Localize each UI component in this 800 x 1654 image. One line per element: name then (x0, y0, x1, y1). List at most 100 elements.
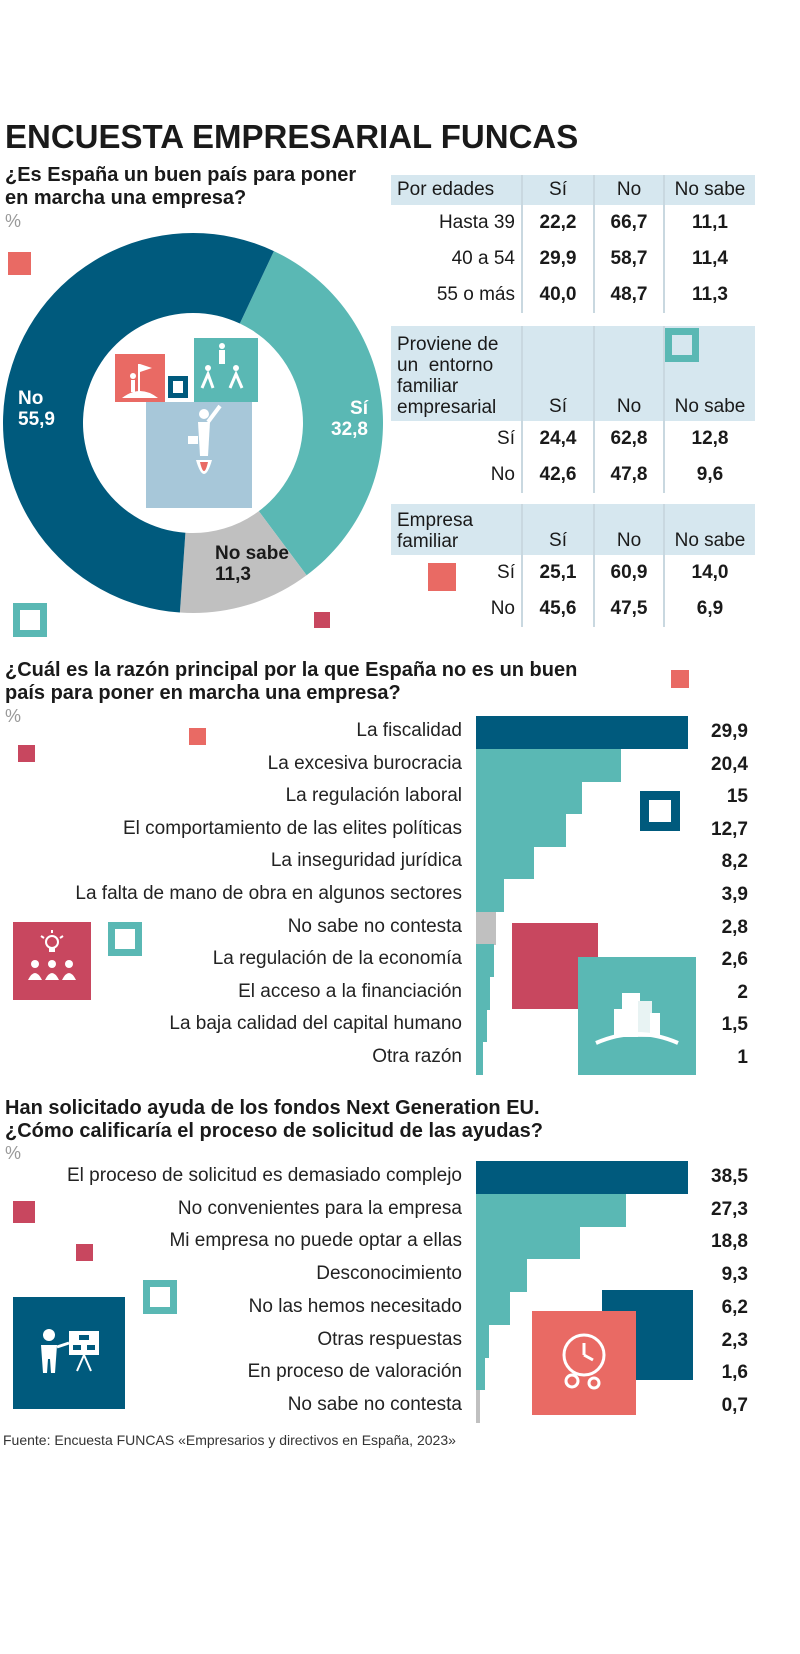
row-label: No (389, 591, 522, 627)
donut-label-si-value: 32,8 (331, 419, 368, 440)
bar (476, 1324, 489, 1358)
table-header-title: Empresa familiar (389, 504, 522, 555)
table-title-line: Proviene de (397, 334, 499, 355)
table-entorno-familiar: Proviene de un entorno familiar empresar… (389, 326, 755, 493)
deco-square (671, 670, 689, 688)
table-title-line: familiar (397, 376, 459, 397)
bar-value: 2,6 (721, 949, 748, 971)
cell-value: 22,2 (521, 205, 594, 241)
deco-square-outline (108, 922, 142, 956)
deco-square-outline (143, 1280, 177, 1314)
table-por-edades: Por edades Sí No No sabe Hasta 39 22,2 6… (389, 175, 755, 313)
bar-label: La inseguridad jurídica (270, 850, 462, 872)
cell-value: 14,0 (663, 555, 755, 591)
bar-label: Otras respuestas (317, 1328, 462, 1350)
cell-value: 66,7 (593, 205, 664, 241)
clock-gears-icon (532, 1311, 636, 1415)
bar (476, 1193, 627, 1227)
cell-value: 24,4 (521, 421, 594, 457)
bar-value: 27,3 (711, 1198, 748, 1220)
bar-label: No las hemos necesitado (248, 1295, 462, 1317)
bar-label: La fiscalidad (356, 720, 462, 741)
deco-square (18, 745, 35, 762)
deco-square-outline (13, 603, 47, 637)
bar (476, 1259, 528, 1293)
bar-value: 15 (726, 786, 748, 808)
bar2-question: Han solicitado ayuda de los fondos Next … (5, 1097, 665, 1143)
cell-value: 48,7 (593, 277, 664, 313)
bar-value: 2,8 (721, 916, 748, 938)
cell-value: 11,4 (663, 241, 755, 277)
cell-value: 25,1 (521, 555, 594, 591)
bar-label: No sabe no contesta (287, 915, 462, 937)
table-header-col: Sí (521, 326, 594, 421)
bar-value: 9,3 (721, 1264, 748, 1286)
donut-chart (3, 233, 384, 613)
bar2-question-line: Han solicitado ayuda de los fondos Next … (5, 1097, 540, 1119)
bar-label: Otra razón (372, 1046, 462, 1067)
cell-value: 58,7 (593, 241, 664, 277)
bar (476, 1291, 511, 1325)
deco-square (13, 1201, 35, 1223)
bar (476, 1009, 487, 1043)
presentation-icon (13, 1297, 125, 1409)
row-label: Sí (389, 421, 522, 457)
donut-slice-no-sabe (179, 511, 307, 613)
table-header-col: No (593, 326, 664, 421)
bar (476, 813, 567, 847)
donut-label-no-name: No (18, 388, 44, 409)
cell-value: 47,5 (593, 591, 664, 627)
table-row: Sí 24,4 62,8 12,8 (389, 421, 755, 457)
bar-label: La regulación laboral (285, 785, 462, 807)
bar (476, 944, 495, 978)
donut-question: ¿Es España un buen país para poner en ma… (5, 164, 365, 210)
bar (476, 879, 504, 912)
bar-value: 2,3 (721, 1329, 748, 1351)
bar-label: En proceso de valoración (247, 1361, 462, 1383)
row-label: No (389, 457, 522, 493)
cell-value: 40,0 (521, 277, 594, 313)
bar-label: Mi empresa no puede optar a ellas (169, 1230, 462, 1252)
bar-value: 18,8 (711, 1231, 748, 1253)
donut-label-no: No 55,9 (18, 388, 55, 430)
cell-value: 9,6 (663, 457, 755, 493)
row-label: 40 a 54 (389, 241, 522, 277)
donut-label-si: Sí 32,8 (318, 398, 368, 440)
bar-value: 29,9 (711, 721, 748, 742)
table-title-line: empresarial (397, 397, 497, 418)
bar (476, 748, 621, 782)
cell-value: 47,8 (593, 457, 664, 493)
row-label: Sí (389, 555, 522, 591)
table-header-title: Proviene de un entorno familiar empresar… (389, 326, 522, 421)
table-row: Hasta 39 22,2 66,7 11,1 (389, 205, 755, 241)
table-empresa-familiar: Empresa familiar Sí No No sabe Sí 25,1 6… (389, 504, 755, 627)
table-row: 40 a 54 29,9 58,7 11,4 (389, 241, 755, 277)
table-title-line: familiar (397, 531, 459, 552)
deco-square (76, 1244, 93, 1261)
bar-value: 8,2 (721, 851, 748, 873)
bar (476, 1042, 484, 1075)
bar (476, 716, 688, 749)
deco-square (8, 252, 31, 275)
bar (476, 976, 491, 1010)
table-title-line: un entorno (397, 355, 494, 376)
cell-value: 62,8 (593, 421, 664, 457)
donut-unit: % (5, 211, 22, 231)
bar-value: 20,4 (711, 753, 748, 775)
donut-label-no-value: 55,9 (18, 409, 55, 430)
cell-value: 11,1 (663, 205, 755, 241)
table-header-col: No (593, 504, 664, 555)
bar-value: 1,6 (721, 1362, 748, 1384)
deco-square-outline (640, 791, 680, 831)
table-row: 55 o más 40,0 48,7 11,3 (389, 277, 755, 313)
cell-value: 60,9 (593, 555, 664, 591)
bar-value: 12,7 (711, 818, 748, 840)
bar-label: La falta de mano de obra en algunos sect… (75, 883, 462, 904)
deco-square (314, 612, 330, 628)
bar-value: 1,5 (721, 1014, 748, 1036)
table-header-col: No sabe (663, 175, 755, 205)
bar (476, 1161, 688, 1194)
donut-label-nosabe: No sabe 11,3 (215, 543, 289, 585)
cell-value: 42,6 (521, 457, 594, 493)
bar-value: 1 (737, 1047, 748, 1068)
